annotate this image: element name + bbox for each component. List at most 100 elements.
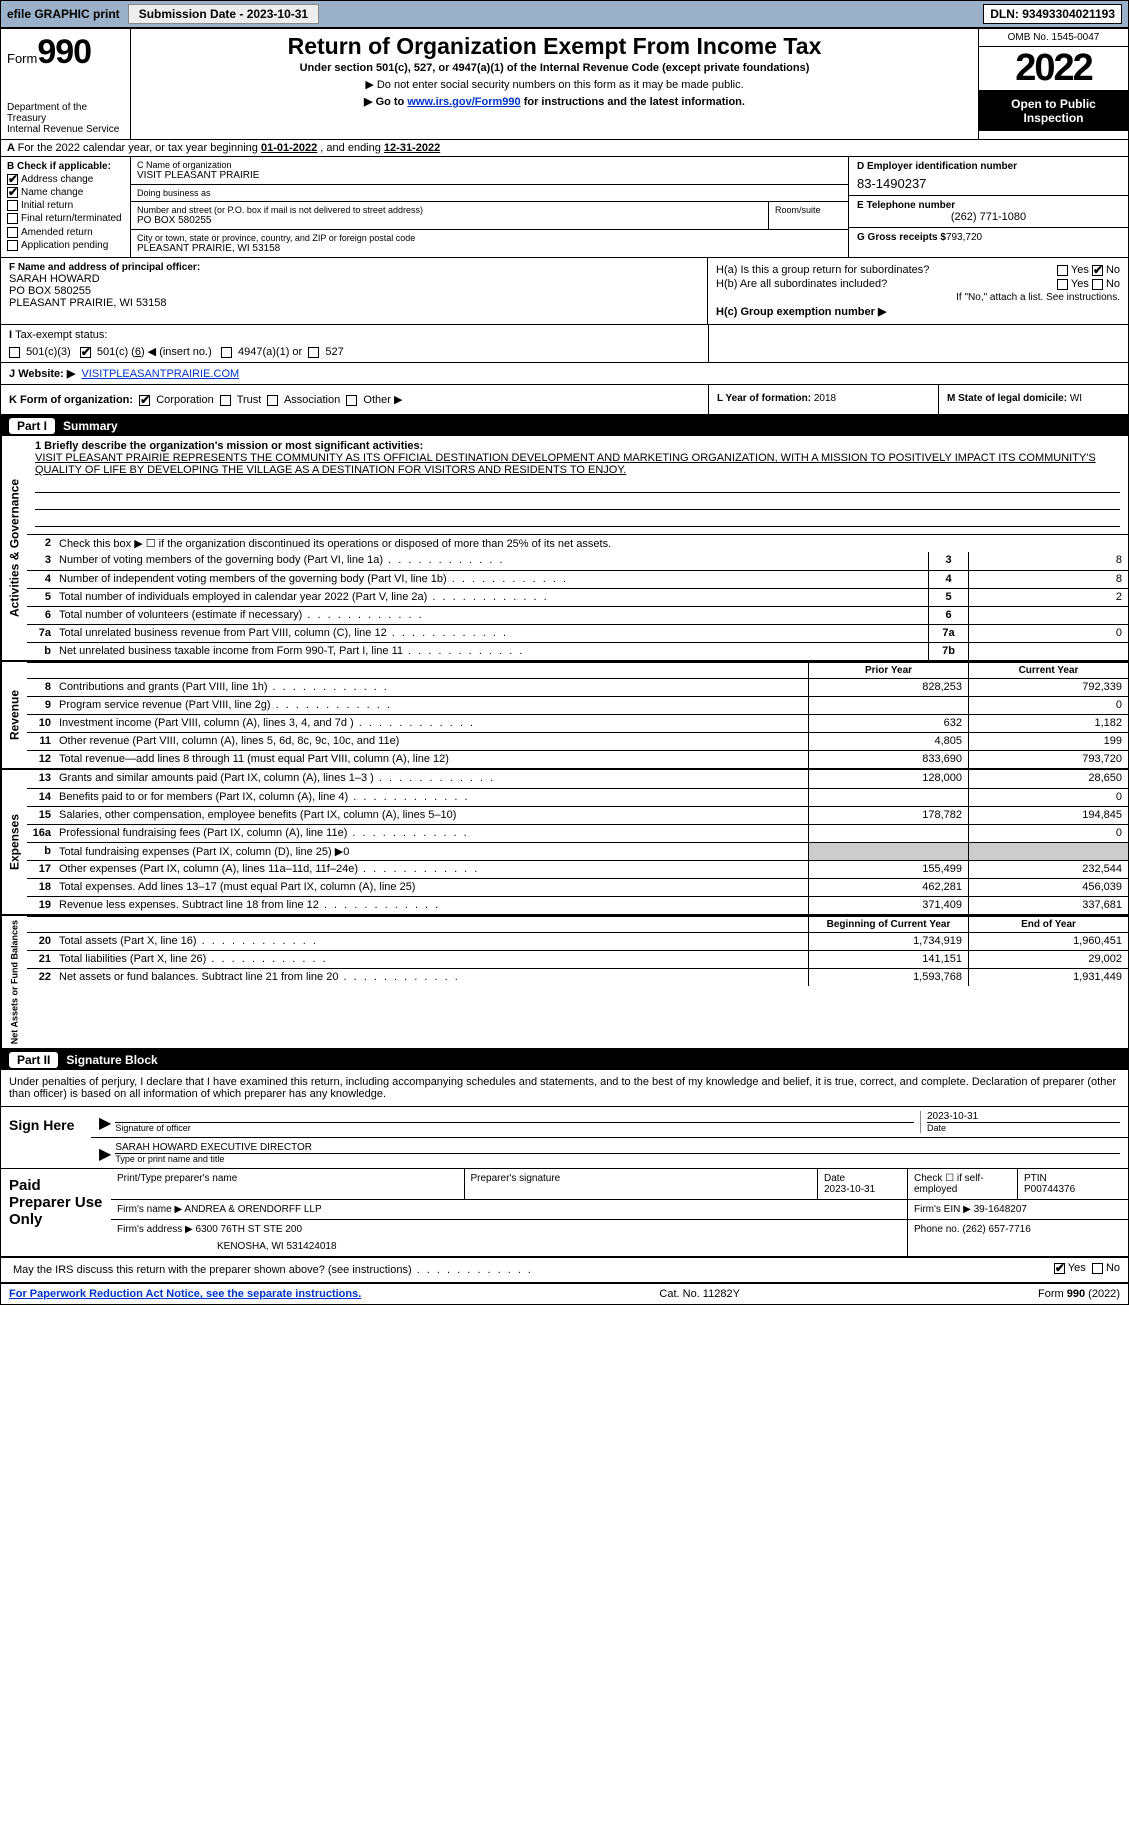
l8-curr: 792,339: [968, 679, 1128, 696]
checkbox-icon[interactable]: [1092, 279, 1103, 290]
checkbox-icon[interactable]: [1092, 1263, 1103, 1274]
m-state-domicile: M State of legal domicile: WI: [938, 385, 1128, 414]
expenses-content: 13Grants and similar amounts paid (Part …: [27, 770, 1128, 914]
checkbox-icon[interactable]: [9, 347, 20, 358]
line-16a: 16aProfessional fundraising fees (Part I…: [27, 824, 1128, 842]
l10-curr: 1,182: [968, 715, 1128, 732]
col-d-ein-tel: D Employer identification number 83-1490…: [848, 157, 1128, 257]
checkbox-icon[interactable]: [220, 395, 231, 406]
l13-curr: 28,650: [968, 770, 1128, 788]
tax-year: 2022: [979, 47, 1128, 91]
b-name-change[interactable]: Name change: [7, 187, 124, 198]
street-box: Number and street (or P.O. box if mail i…: [131, 202, 768, 229]
l10-desc: Investment income (Part VIII, column (A)…: [59, 717, 354, 729]
b-amended-return[interactable]: Amended return: [7, 227, 124, 238]
website-link[interactable]: VISITPLEASANTPRAIRIE.COM: [81, 368, 239, 380]
paid-preparer-label: Paid Preparer Use Only: [1, 1169, 111, 1256]
sig-label: Signature of officer: [115, 1122, 914, 1133]
checkbox-checked-icon[interactable]: [1054, 1263, 1065, 1274]
checkbox-checked-icon: [7, 174, 18, 185]
l13-prior: 128,000: [808, 770, 968, 788]
hb-label: H(b) Are all subordinates included?: [716, 278, 887, 290]
l20-desc: Total assets (Part X, line 16): [59, 935, 197, 947]
hb-answers: Yes No: [1057, 278, 1120, 290]
l5-val: 2: [968, 589, 1128, 606]
checkbox-checked-icon[interactable]: [80, 347, 91, 358]
officer-street: PO BOX 580255: [9, 285, 699, 297]
end-year-hdr: End of Year: [968, 917, 1128, 932]
irs-link[interactable]: www.irs.gov/Form990: [407, 96, 520, 108]
checkbox-checked-icon[interactable]: [139, 395, 150, 406]
l15-curr: 194,845: [968, 807, 1128, 824]
checkbox-icon: [7, 227, 18, 238]
checkbox-icon[interactable]: [1057, 279, 1068, 290]
c-city-label: City or town, state or province, country…: [137, 233, 842, 243]
paperwork-notice-link[interactable]: For Paperwork Reduction Act Notice, see …: [9, 1288, 361, 1300]
b-address-change[interactable]: Address change: [7, 174, 124, 185]
l14-prior: [808, 789, 968, 806]
l17-desc: Other expenses (Part IX, column (A), lin…: [59, 863, 358, 875]
ha-label: H(a) Is this a group return for subordin…: [716, 264, 929, 276]
name-title-line: ▶ SARAH HOWARD EXECUTIVE DIRECTOR Type o…: [91, 1138, 1128, 1168]
open-public-badge: Open to Public Inspection: [979, 91, 1128, 131]
l8-prior: 828,253: [808, 679, 968, 696]
k-assoc: Association: [284, 394, 340, 406]
prep-name-cell: Print/Type preparer's name: [111, 1169, 465, 1199]
l17-prior: 155,499: [808, 861, 968, 878]
checkbox-checked-icon[interactable]: [1092, 265, 1103, 276]
may-question: May the IRS discuss this return with the…: [13, 1264, 412, 1276]
checkbox-icon[interactable]: [267, 395, 278, 406]
l18-desc: Total expenses. Add lines 13–17 (must eq…: [59, 881, 415, 893]
blank-line: [35, 479, 1120, 493]
prior-year-hdr: Prior Year: [808, 663, 968, 678]
mission-label: 1 Briefly describe the organization's mi…: [35, 440, 1120, 452]
arrow-icon: ▶: [99, 1113, 111, 1133]
col-h-group: H(a) Is this a group return for subordin…: [708, 258, 1128, 324]
address-row: Number and street (or P.O. box if mail i…: [131, 202, 848, 230]
room-label: Room/suite: [768, 202, 848, 229]
line-21: 21Total liabilities (Part X, line 26)141…: [27, 950, 1128, 968]
b-initial-return[interactable]: Initial return: [7, 200, 124, 211]
l-year-formation: L Year of formation: 2018: [708, 385, 938, 414]
net-assets-content: Beginning of Current Year End of Year 20…: [27, 916, 1128, 1048]
header-left: Form990 Department of the Treasury Inter…: [1, 29, 131, 139]
l19-desc: Revenue less expenses. Subtract line 18 …: [59, 899, 319, 911]
line-12: 12Total revenue—add lines 8 through 11 (…: [27, 750, 1128, 768]
l21-desc: Total liabilities (Part X, line 26): [59, 953, 206, 965]
tel-box: E Telephone number (262) 771-1080: [849, 195, 1128, 227]
l12-prior: 833,690: [808, 751, 968, 768]
b-application-pending[interactable]: Application pending: [7, 240, 124, 251]
submission-date-button[interactable]: Submission Date - 2023-10-31: [128, 4, 319, 24]
c-name-label: C Name of organization: [137, 160, 842, 170]
firm-ein-label: Firm's EIN ▶: [914, 1204, 971, 1215]
org-name-box: C Name of organization VISIT PLEASANT PR…: [131, 157, 848, 185]
preparer-fields: Print/Type preparer's name Preparer's si…: [111, 1169, 1128, 1256]
form-header: Form990 Department of the Treasury Inter…: [1, 29, 1128, 140]
ptin-cell: PTINP00744376: [1018, 1169, 1128, 1199]
b-final-return[interactable]: Final return/terminated: [7, 213, 124, 224]
checkbox-checked-icon: [7, 187, 18, 198]
hb-note: If "No," attach a list. See instructions…: [716, 292, 1120, 303]
checkbox-icon[interactable]: [308, 347, 319, 358]
prep-self-employed[interactable]: Check ☐ if self-employed: [908, 1169, 1018, 1199]
checkbox-icon[interactable]: [346, 395, 357, 406]
cat-no: Cat. No. 11282Y: [659, 1288, 740, 1300]
dba-box: Doing business as: [131, 185, 848, 202]
sign-fields: ▶ Signature of officer 2023-10-31 Date ▶…: [91, 1107, 1128, 1168]
a-mid: , and ending: [317, 142, 384, 154]
l16b-desc: Total fundraising expenses (Part IX, col…: [59, 846, 349, 858]
officer-signature-field[interactable]: Signature of officer: [115, 1122, 914, 1133]
firm-addr1: 6300 76TH ST STE 200: [196, 1224, 303, 1235]
revenue-block: Revenue Prior Year Current Year 8Contrib…: [1, 660, 1128, 768]
prep-line-2: Firm's name ▶ ANDREA & ORENDORFF LLP Fir…: [111, 1200, 1128, 1220]
city-box: City or town, state or province, country…: [131, 230, 848, 257]
line-4: 4Number of independent voting members of…: [27, 570, 1128, 588]
l14-curr: 0: [968, 789, 1128, 806]
treasury-dept: Department of the Treasury: [7, 102, 124, 124]
checkbox-icon[interactable]: [1057, 265, 1068, 276]
firm-ein-cell: Firm's EIN ▶ 39-1648207: [908, 1200, 1128, 1219]
hc-exemption: [708, 325, 1128, 362]
expenses-block: Expenses 13Grants and similar amounts pa…: [1, 768, 1128, 914]
prep-line-3: Firm's address ▶ 6300 76TH ST STE 200 KE…: [111, 1220, 1128, 1256]
checkbox-icon[interactable]: [221, 347, 232, 358]
